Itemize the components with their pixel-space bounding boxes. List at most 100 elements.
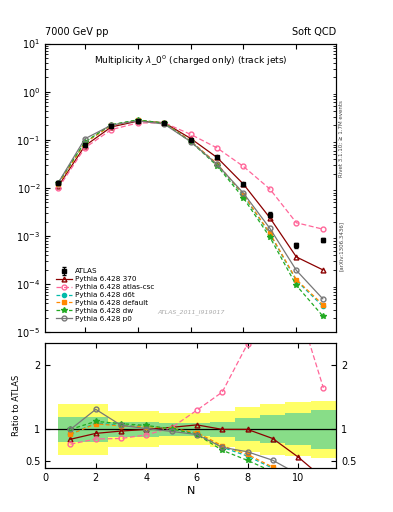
- Text: Soft QCD: Soft QCD: [292, 27, 336, 37]
- Pythia 6.428 d6t: [135, 117, 140, 123]
- Pythia 6.428 atlas-csc: [241, 163, 246, 169]
- Pythia 6.428 default: [294, 276, 299, 283]
- Pythia 6.428 d6t: [162, 120, 167, 126]
- Pythia 6.428 370: [294, 254, 299, 260]
- Pythia 6.428 p0: [162, 121, 167, 127]
- Bar: [134, 422, 159, 437]
- Pythia 6.428 p0: [83, 136, 87, 142]
- Pythia 6.428 d6t: [268, 231, 272, 237]
- Pythia 6.428 p0: [109, 122, 114, 128]
- Pythia 6.428 d6t: [188, 138, 193, 144]
- Bar: [235, 407, 260, 452]
- Text: Rivet 3.1.10; ≥ 1.7M events: Rivet 3.1.10; ≥ 1.7M events: [339, 100, 344, 177]
- Pythia 6.428 atlas-csc: [215, 145, 219, 151]
- Pythia 6.428 dw: [188, 139, 193, 145]
- Bar: [285, 413, 311, 445]
- Pythia 6.428 atlas-csc: [320, 226, 325, 232]
- Bar: [159, 423, 184, 436]
- Pythia 6.428 370: [162, 120, 167, 126]
- Pythia 6.428 d6t: [83, 139, 87, 145]
- Bar: [209, 412, 235, 447]
- Pythia 6.428 370: [320, 267, 325, 273]
- Pythia 6.428 atlas-csc: [109, 126, 114, 133]
- Pythia 6.428 p0: [320, 296, 325, 302]
- Pythia 6.428 d6t: [56, 181, 61, 187]
- Bar: [260, 404, 285, 455]
- Text: [arXiv:1306.3436]: [arXiv:1306.3436]: [339, 221, 344, 271]
- Line: Pythia 6.428 default: Pythia 6.428 default: [57, 118, 325, 307]
- Line: Pythia 6.428 dw: Pythia 6.428 dw: [56, 117, 325, 319]
- Pythia 6.428 370: [109, 124, 114, 130]
- Bar: [285, 402, 311, 456]
- Text: ATLAS_2011_I919017: ATLAS_2011_I919017: [157, 309, 224, 315]
- Pythia 6.428 p0: [241, 190, 246, 196]
- Bar: [184, 423, 209, 436]
- Pythia 6.428 atlas-csc: [56, 185, 61, 191]
- Pythia 6.428 dw: [320, 313, 325, 319]
- Pythia 6.428 atlas-csc: [135, 120, 140, 126]
- Pythia 6.428 p0: [294, 267, 299, 273]
- Bar: [83, 417, 108, 442]
- Bar: [260, 415, 285, 443]
- Pythia 6.428 dw: [135, 117, 140, 123]
- Pythia 6.428 d6t: [215, 161, 219, 167]
- Line: Pythia 6.428 atlas-csc: Pythia 6.428 atlas-csc: [56, 120, 325, 231]
- Pythia 6.428 370: [56, 183, 61, 189]
- Legend: ATLAS, Pythia 6.428 370, Pythia 6.428 atlas-csc, Pythia 6.428 d6t, Pythia 6.428 : ATLAS, Pythia 6.428 370, Pythia 6.428 at…: [55, 267, 156, 323]
- Pythia 6.428 default: [109, 122, 114, 129]
- Pythia 6.428 d6t: [294, 278, 299, 284]
- Pythia 6.428 p0: [56, 179, 61, 185]
- Line: Pythia 6.428 370: Pythia 6.428 370: [56, 119, 325, 272]
- Pythia 6.428 atlas-csc: [268, 186, 272, 192]
- Pythia 6.428 d6t: [109, 122, 114, 128]
- Bar: [108, 422, 134, 437]
- Pythia 6.428 dw: [56, 179, 61, 185]
- Pythia 6.428 default: [320, 302, 325, 308]
- Pythia 6.428 atlas-csc: [294, 220, 299, 226]
- Pythia 6.428 p0: [268, 225, 272, 231]
- Bar: [311, 410, 336, 449]
- Pythia 6.428 default: [241, 191, 246, 198]
- Bar: [58, 404, 83, 455]
- Pythia 6.428 370: [188, 135, 193, 141]
- Pythia 6.428 p0: [215, 161, 219, 167]
- Text: 7000 GeV pp: 7000 GeV pp: [45, 27, 109, 37]
- Pythia 6.428 dw: [268, 234, 272, 240]
- X-axis label: N: N: [186, 486, 195, 496]
- Pythia 6.428 dw: [162, 120, 167, 126]
- Bar: [235, 418, 260, 441]
- Pythia 6.428 default: [215, 161, 219, 167]
- Pythia 6.428 dw: [241, 195, 246, 201]
- Pythia 6.428 dw: [215, 163, 219, 169]
- Pythia 6.428 dw: [83, 139, 87, 145]
- Bar: [108, 412, 134, 447]
- Line: Pythia 6.428 p0: Pythia 6.428 p0: [56, 118, 325, 301]
- Text: Multiplicity $\lambda\_0^0$ (charged only) (track jets): Multiplicity $\lambda\_0^0$ (charged onl…: [94, 54, 287, 68]
- Pythia 6.428 d6t: [320, 303, 325, 309]
- Pythia 6.428 370: [241, 181, 246, 187]
- Pythia 6.428 370: [268, 215, 272, 221]
- Bar: [311, 400, 336, 458]
- Pythia 6.428 370: [83, 143, 87, 149]
- Pythia 6.428 default: [188, 138, 193, 144]
- Pythia 6.428 atlas-csc: [83, 145, 87, 151]
- Line: Pythia 6.428 d6t: Pythia 6.428 d6t: [56, 118, 325, 308]
- Pythia 6.428 370: [215, 155, 219, 161]
- Bar: [134, 412, 159, 447]
- Bar: [184, 413, 209, 445]
- Pythia 6.428 default: [162, 120, 167, 126]
- Pythia 6.428 default: [83, 140, 87, 146]
- Pythia 6.428 default: [56, 181, 61, 187]
- Bar: [58, 417, 83, 442]
- Pythia 6.428 p0: [135, 118, 140, 124]
- Bar: [83, 404, 108, 455]
- Pythia 6.428 d6t: [241, 193, 246, 199]
- Pythia 6.428 dw: [294, 282, 299, 288]
- Pythia 6.428 dw: [109, 121, 114, 127]
- Pythia 6.428 p0: [188, 139, 193, 145]
- Bar: [209, 422, 235, 437]
- Y-axis label: Ratio to ATLAS: Ratio to ATLAS: [12, 375, 21, 436]
- Pythia 6.428 default: [135, 117, 140, 123]
- Pythia 6.428 default: [268, 230, 272, 237]
- Pythia 6.428 atlas-csc: [162, 120, 167, 126]
